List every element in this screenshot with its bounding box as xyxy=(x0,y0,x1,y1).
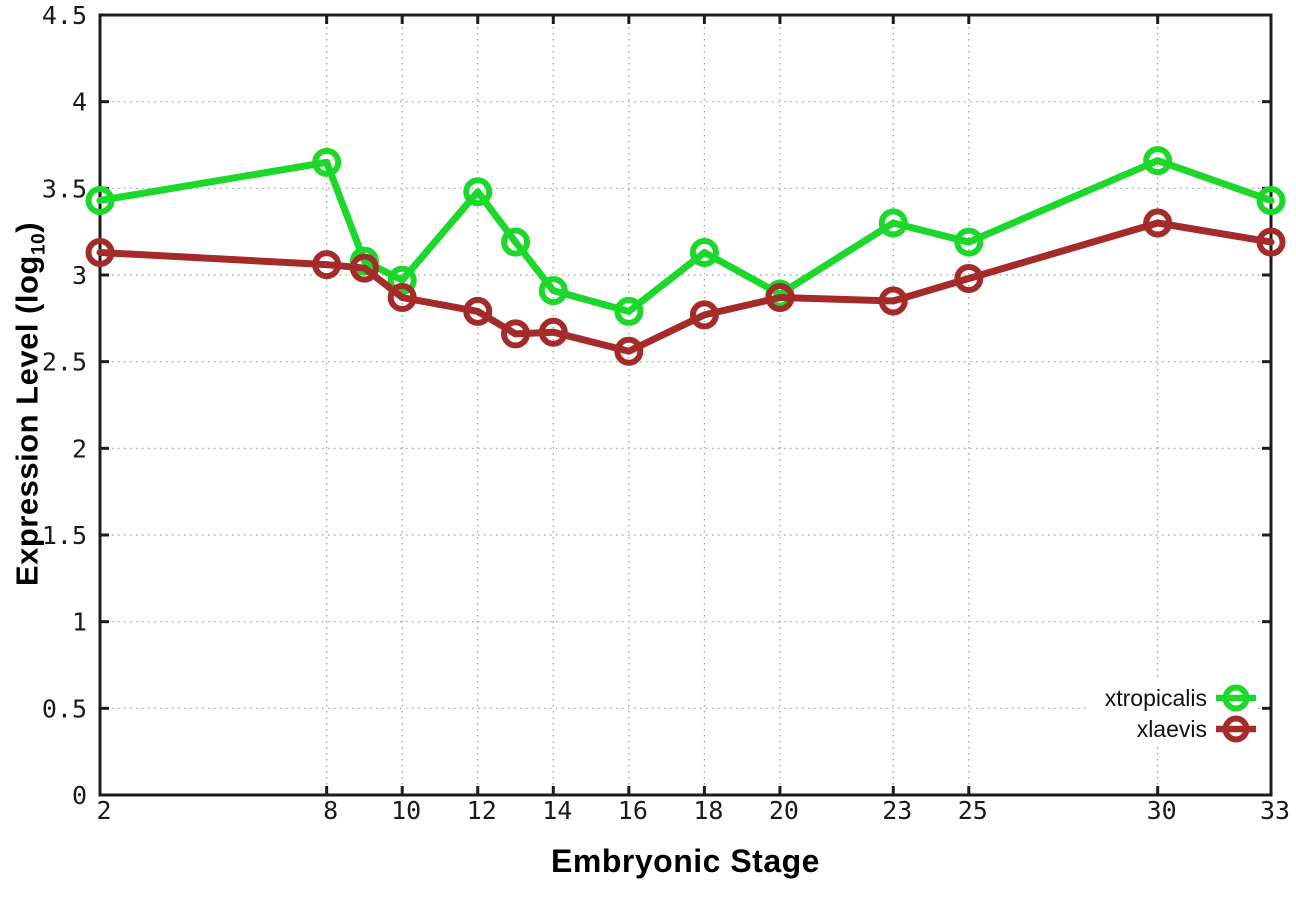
data-point-xtropicalis xyxy=(614,296,644,326)
y-tick-label: 4 xyxy=(72,88,87,117)
y-axis-title-text: Expression Level (log xyxy=(9,255,45,587)
y-tick-label: 3.5 xyxy=(42,174,87,203)
data-point-xlaevis xyxy=(501,319,531,349)
x-tick-label: 20 xyxy=(769,796,799,825)
legend-label-xlaevis: xlaevis xyxy=(1136,716,1207,742)
x-tick-label: 2 xyxy=(96,796,111,825)
y-tick-label: 0.5 xyxy=(42,694,87,723)
data-point-xtropicalis xyxy=(954,227,984,257)
legend: xtropicalis xlaevis xyxy=(1088,681,1256,746)
data-point-xtropicalis xyxy=(501,227,531,257)
x-tick-label: 25 xyxy=(958,796,988,825)
y-tick-label: 4.5 xyxy=(42,1,87,30)
data-point-xlaevis xyxy=(349,253,379,283)
data-point-xtropicalis xyxy=(1256,185,1286,215)
series-line-xtropicalis xyxy=(96,157,1275,315)
series-line-xlaevis xyxy=(96,219,1275,355)
data-point-xlaevis xyxy=(312,250,342,280)
data-point-xtropicalis xyxy=(387,265,417,295)
data-point-xlaevis xyxy=(1256,227,1286,257)
legend-sample-point-xtropicalis xyxy=(1222,684,1250,712)
data-point-xlaevis xyxy=(387,283,417,313)
data-point-xtropicalis xyxy=(85,185,115,215)
y-axis-title-subscript: 10 xyxy=(28,232,50,256)
legend-item-xtropicalis: xtropicalis xyxy=(1105,683,1256,713)
y-axis-title-close: ) xyxy=(9,221,45,233)
x-tick-label: 10 xyxy=(391,796,421,825)
data-point-xtropicalis xyxy=(689,237,719,267)
x-axis-title: Embryonic Stage xyxy=(551,843,820,879)
y-tick-label: 0 xyxy=(72,781,87,810)
y-tick-label: 1 xyxy=(72,608,87,637)
x-tick-label: 16 xyxy=(618,796,648,825)
data-point-xtropicalis xyxy=(1143,146,1173,176)
data-point-xlaevis xyxy=(614,336,644,366)
legend-marker-xlaevis xyxy=(1216,715,1256,743)
data-point-xlaevis xyxy=(689,300,719,330)
x-tick-label: 12 xyxy=(467,796,497,825)
x-tick-label: 14 xyxy=(542,796,572,825)
y-tick-label: 1.5 xyxy=(42,521,87,550)
y-tick-label: 3 xyxy=(72,261,87,290)
x-tick-label: 18 xyxy=(693,796,723,825)
data-point-xlaevis xyxy=(463,296,493,326)
x-tick-label: 30 xyxy=(1147,796,1177,825)
data-point-xlaevis xyxy=(1143,208,1173,238)
x-tick-label: 23 xyxy=(882,796,912,825)
x-tick-label: 8 xyxy=(323,796,338,825)
data-point-xtropicalis xyxy=(463,177,493,207)
data-point-xlaevis xyxy=(85,237,115,267)
plot-border xyxy=(98,13,1273,797)
x-tick-label: 33 xyxy=(1260,796,1290,825)
y-axis-title: Expression Level (log10) xyxy=(10,222,51,586)
data-point-xtropicalis xyxy=(312,147,342,177)
data-point-xtropicalis xyxy=(538,276,568,306)
legend-item-xlaevis: xlaevis xyxy=(1137,714,1256,744)
data-point-xlaevis xyxy=(538,317,568,347)
legend-label-xtropicalis: xtropicalis xyxy=(1104,685,1207,711)
data-point-xlaevis xyxy=(765,283,795,313)
y-tick-label: 2 xyxy=(72,434,87,463)
y-tick-label: 2.5 xyxy=(42,348,87,377)
data-point-xlaevis xyxy=(878,286,908,316)
data-point-xlaevis xyxy=(954,263,984,293)
data-point-xtropicalis xyxy=(878,208,908,238)
legend-marker-xtropicalis xyxy=(1216,684,1256,712)
legend-sample-point-xlaevis xyxy=(1222,715,1250,743)
